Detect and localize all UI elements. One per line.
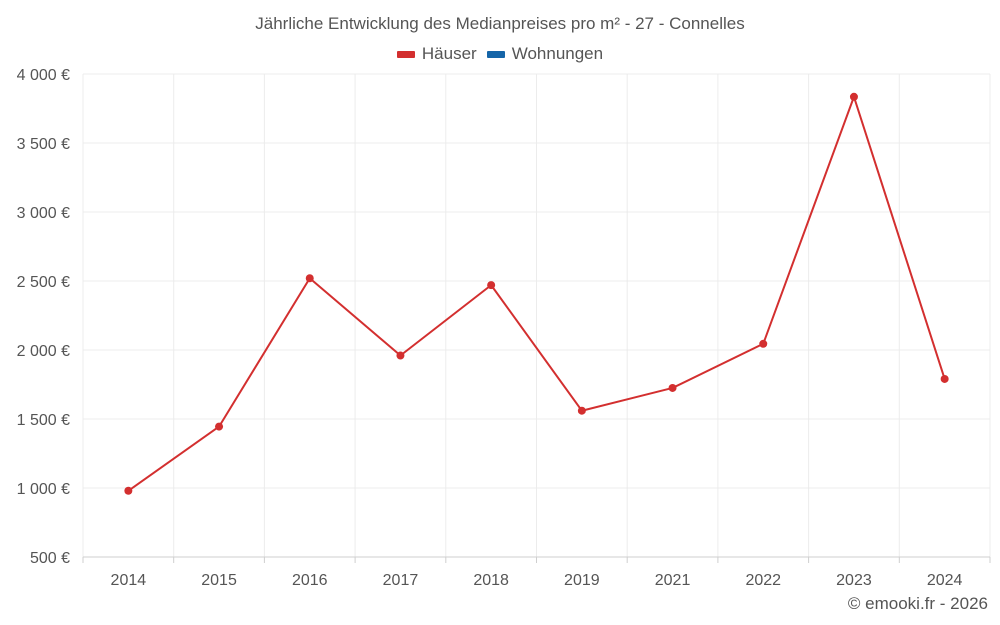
legend-item-wohnungen[interactable]: Wohnungen	[486, 44, 604, 64]
data-point	[668, 383, 677, 392]
data-point	[940, 374, 949, 383]
data-point	[849, 92, 858, 101]
legend-label-wohnungen: Wohnungen	[511, 44, 604, 63]
y-tick-label: 3 000 €	[17, 205, 70, 222]
data-point	[577, 406, 586, 415]
y-tick-label: 3 500 €	[17, 136, 70, 153]
data-point	[215, 422, 224, 431]
legend-label-haeuser: Häuser	[421, 44, 477, 63]
x-tick-label: 2017	[383, 572, 419, 589]
data-point	[487, 281, 496, 290]
legend-swatch-wohnungen	[486, 50, 505, 58]
legend-swatch-haeuser	[396, 50, 415, 58]
x-tick-label: 2022	[745, 572, 781, 589]
data-point	[124, 486, 133, 495]
series-lines	[124, 92, 949, 495]
x-tick-label: 2023	[836, 572, 872, 589]
y-tick-label: 2 000 €	[17, 343, 70, 360]
x-tick-label: 2021	[655, 572, 691, 589]
x-tick-label: 2019	[564, 572, 600, 589]
source-credit: © emooki.fr - 2026	[847, 594, 988, 613]
data-point	[305, 274, 314, 283]
chart-title: Jährliche Entwicklung des Medianpreises …	[255, 14, 745, 33]
y-tick-label: 1 000 €	[17, 481, 70, 498]
legend: Häuser Wohnungen	[0, 44, 1000, 64]
axes	[82, 556, 991, 563]
y-tick-label: 500 €	[30, 550, 70, 567]
data-point	[759, 339, 768, 348]
y-tick-label: 1 500 €	[17, 412, 70, 429]
legend-item-haeuser[interactable]: Häuser	[396, 44, 477, 64]
data-point	[396, 351, 405, 360]
tick-labels: 500 € 1 000 € 1 500 € 2 000 € 2 500 € 3 000 €…	[17, 67, 963, 589]
x-tick-label: 2024	[927, 572, 963, 589]
x-tick-label: 2016	[292, 572, 328, 589]
grid-lines	[82, 73, 991, 557]
x-tick-label: 2014	[111, 572, 147, 589]
series-line-0	[127, 95, 946, 492]
y-tick-label: 4 000 €	[17, 67, 70, 84]
y-tick-label: 2 500 €	[17, 274, 70, 291]
x-tick-label: 2015	[201, 572, 237, 589]
x-tick-label: 2018	[473, 572, 509, 589]
